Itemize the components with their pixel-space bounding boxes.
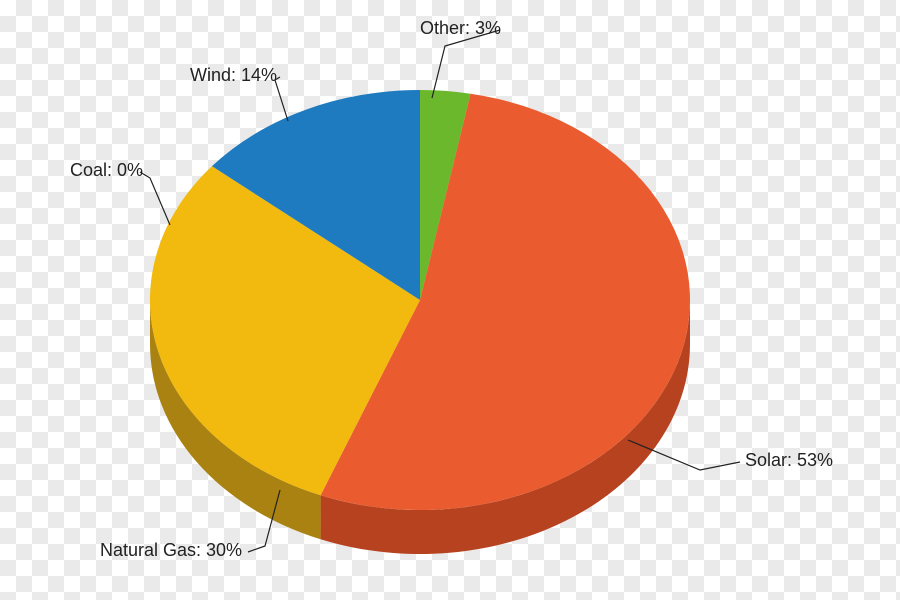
label-solar: Solar: 53% bbox=[745, 450, 833, 471]
leader-coal bbox=[140, 172, 170, 225]
label-coal: Coal: 0% bbox=[70, 160, 143, 181]
label-wind: Wind: 14% bbox=[190, 65, 277, 86]
label-other: Other: 3% bbox=[420, 18, 501, 39]
label-naturalgas: Natural Gas: 30% bbox=[100, 540, 242, 561]
pie-chart bbox=[0, 0, 900, 600]
leader-other bbox=[432, 30, 500, 98]
chart-container: { "chart": { "type": "pie-3d", "center_x… bbox=[0, 0, 900, 600]
